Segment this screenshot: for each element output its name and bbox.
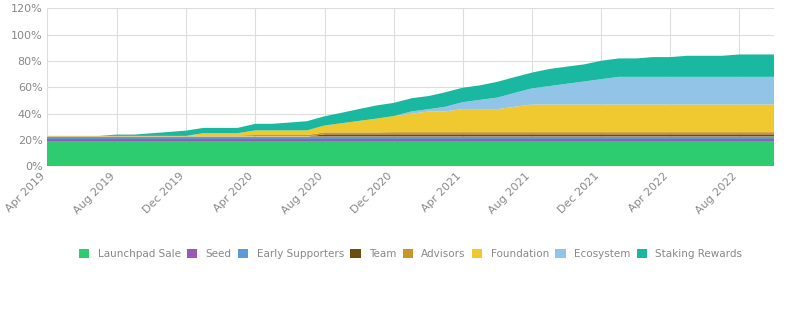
Legend: Launchpad Sale, Seed, Early Supporters, Team, Advisors, Foundation, Ecosystem, S: Launchpad Sale, Seed, Early Supporters, …	[79, 249, 742, 259]
